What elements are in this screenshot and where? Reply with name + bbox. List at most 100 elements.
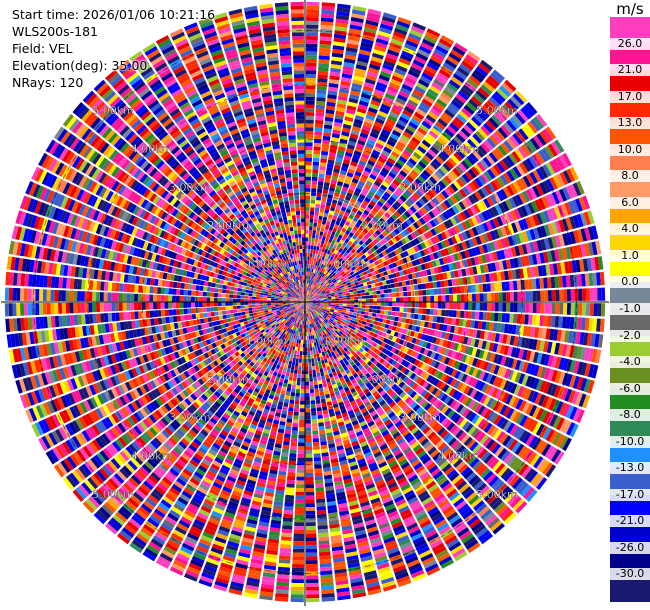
velocity-gate [302, 324, 304, 329]
velocity-gate [358, 302, 362, 305]
velocity-gate [290, 441, 298, 447]
velocity-gate [309, 268, 312, 273]
velocity-gate [320, 32, 333, 38]
velocity-gate [322, 216, 328, 222]
velocity-gate [329, 71, 341, 77]
velocity-gate [345, 208, 352, 214]
velocity-gate [317, 357, 321, 362]
velocity-gate [336, 251, 341, 256]
velocity-gate [308, 264, 311, 269]
velocity-gate [403, 80, 415, 89]
velocity-gate [324, 116, 334, 122]
velocity-gate [339, 209, 345, 216]
velocity-gate [329, 269, 333, 274]
velocity-gate [329, 210, 334, 216]
velocity-gate [313, 269, 316, 274]
velocity-gate [368, 309, 373, 313]
velocity-gate [338, 173, 346, 179]
velocity-gate [357, 305, 362, 308]
velocity-gate [309, 218, 314, 223]
velocity-gate [309, 381, 314, 386]
velocity-gate [367, 222, 374, 229]
velocity-gate [360, 203, 367, 210]
velocity-gate [285, 422, 292, 427]
velocity-gate [339, 138, 348, 144]
velocity-gate [387, 311, 392, 316]
velocity-gate [310, 404, 316, 409]
velocity-gate [406, 124, 417, 133]
velocity-gate [395, 311, 400, 317]
velocity-gate [392, 104, 403, 112]
velocity-gate [320, 259, 324, 264]
velocity-gate [448, 79, 461, 90]
velocity-gate [308, 283, 310, 288]
velocity-gate [308, 287, 311, 292]
velocity-gate [287, 414, 293, 420]
velocity-gate [308, 245, 311, 250]
velocity-gate [338, 257, 343, 263]
velocity-gate [383, 191, 391, 199]
velocity-gate [365, 206, 372, 213]
velocity-gate [305, 298, 308, 302]
velocity-gate [391, 193, 399, 200]
velocity-gate [348, 232, 354, 238]
velocity-gate [361, 308, 366, 312]
velocity-gate [386, 174, 394, 182]
velocity-gate [374, 282, 380, 287]
velocity-gate [309, 272, 312, 276]
velocity-gate [388, 293, 393, 298]
velocity-gate [401, 50, 414, 59]
velocity-gate [559, 289, 564, 301]
velocity-gate [293, 415, 299, 420]
velocity-gate [352, 5, 367, 12]
velocity-gate [314, 392, 320, 397]
velocity-gate [325, 253, 329, 258]
velocity-gate [306, 55, 317, 60]
velocity-gate [358, 225, 365, 231]
velocity-gate [372, 149, 381, 157]
velocity-gate [487, 302, 492, 311]
velocity-gate [356, 60, 368, 67]
velocity-gate [340, 190, 347, 196]
velocity-gate [323, 257, 328, 262]
velocity-gate [535, 315, 541, 326]
velocity-gate [384, 298, 389, 302]
velocity-gate [287, 472, 296, 477]
velocity-gate [379, 197, 386, 205]
velocity-gate [335, 14, 349, 21]
velocity-gate [312, 430, 319, 435]
velocity-gate [307, 275, 310, 280]
velocity-gate [288, 403, 294, 408]
velocity-gate [350, 304, 355, 307]
velocity-gate [347, 35, 360, 42]
velocity-gate [513, 302, 518, 313]
velocity-gate [306, 5, 320, 10]
velocity-gate [364, 146, 373, 153]
velocity-gate [359, 45, 372, 53]
velocity-gate [373, 146, 382, 153]
velocity-gate [411, 25, 425, 35]
velocity-gate [420, 157, 429, 166]
velocity-gate [327, 254, 332, 260]
velocity-gate [391, 129, 402, 138]
velocity-gate [354, 296, 359, 300]
velocity-gate [309, 292, 313, 297]
velocity-gate [450, 49, 464, 60]
velocity-gate [350, 86, 362, 93]
velocity-gate [418, 160, 427, 169]
velocity-gate [338, 197, 345, 203]
velocity-gate [301, 370, 305, 375]
velocity-gate [301, 366, 305, 371]
velocity-gate [284, 502, 294, 507]
velocity-gate [287, 468, 296, 473]
velocity-gate [355, 64, 367, 71]
velocity-gate [323, 182, 330, 187]
velocity-gate [367, 203, 374, 210]
velocity-gate [367, 315, 372, 320]
velocity-gate [376, 290, 381, 295]
velocity-gate [305, 66, 317, 71]
velocity-gate [300, 396, 305, 401]
velocity-gate [341, 254, 346, 260]
velocity-gate [305, 419, 311, 424]
velocity-gate [448, 287, 453, 294]
